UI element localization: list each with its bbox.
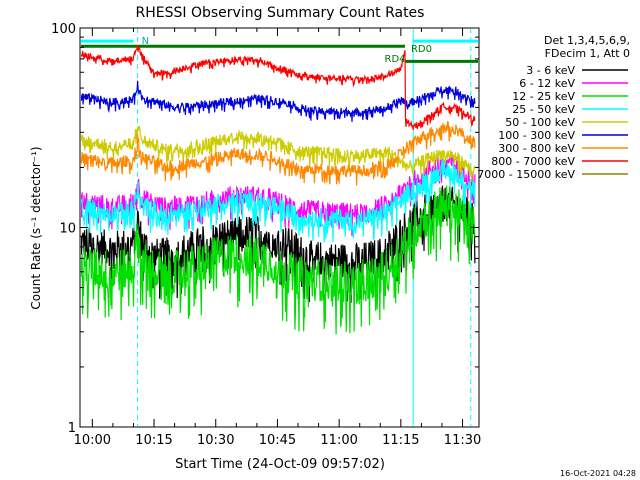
y-tick-label: 10 bbox=[59, 222, 76, 237]
plot-area: N RD0 RD4 bbox=[81, 29, 478, 426]
legend-entry-label: 50 - 100 keV bbox=[505, 116, 575, 129]
legend-entry-label: 100 - 300 keV bbox=[498, 129, 575, 142]
annotation-label: RD4 bbox=[385, 54, 406, 65]
x-tick-label: 11:15 bbox=[382, 433, 419, 448]
legend-entry-label: 300 - 800 keV bbox=[498, 142, 575, 155]
x-tick-label: 11:30 bbox=[444, 433, 481, 448]
legend-entry-label: 12 - 25 keV bbox=[512, 90, 575, 103]
legend-entry-label: 800 - 7000 keV bbox=[491, 155, 575, 168]
legend-header-line: FDecim 1, Att 0 bbox=[545, 47, 630, 60]
chart-title: RHESSI Observing Summary Count Rates bbox=[136, 5, 425, 21]
y-axis-label: Count Rate (s⁻¹ detector⁻¹) bbox=[29, 146, 43, 309]
x-tick-label: 11:00 bbox=[320, 433, 357, 448]
legend-entry-label: 6 - 12 keV bbox=[519, 77, 575, 90]
series-line-7 bbox=[81, 121, 476, 186]
series-line-4 bbox=[81, 157, 476, 243]
legend: Det 1,3,4,5,6,9,FDecim 1, Att 0 3 - 6 keV… bbox=[477, 34, 630, 181]
y-tick-label: 100 bbox=[51, 22, 76, 37]
legend-entry-label: 25 - 50 keV bbox=[512, 103, 575, 116]
axes: 1 10 100 10:00 10:15 10:30 10:45 11:00 11:15 11:3… bbox=[51, 22, 481, 448]
plot-contents: N RD0 RD4 bbox=[81, 29, 478, 426]
y-tick-label: 1 bbox=[68, 421, 76, 436]
legend-header-line: Det 1,3,4,5,6,9, bbox=[544, 34, 630, 47]
series-line-8 bbox=[81, 45, 476, 130]
series-line-6 bbox=[81, 80, 476, 122]
x-tick-label: 10:45 bbox=[259, 433, 296, 448]
annotation-label: N bbox=[142, 36, 149, 47]
x-tick-label: 10:30 bbox=[197, 433, 234, 448]
x-tick-label: 10:15 bbox=[135, 433, 172, 448]
x-axis-label: Start Time (24-Oct-09 09:57:02) bbox=[175, 457, 385, 472]
legend-entry-label: 7000 - 15000 keV bbox=[477, 168, 575, 181]
series-line-3 bbox=[81, 185, 476, 335]
x-tick-label: 10:00 bbox=[74, 433, 111, 448]
series-line-5 bbox=[81, 125, 476, 182]
annotation-label: RD0 bbox=[411, 44, 432, 55]
footer-timestamp: 16-Oct-2021 04:28 bbox=[560, 469, 636, 478]
legend-entry-label: 3 - 6 keV bbox=[526, 64, 575, 77]
